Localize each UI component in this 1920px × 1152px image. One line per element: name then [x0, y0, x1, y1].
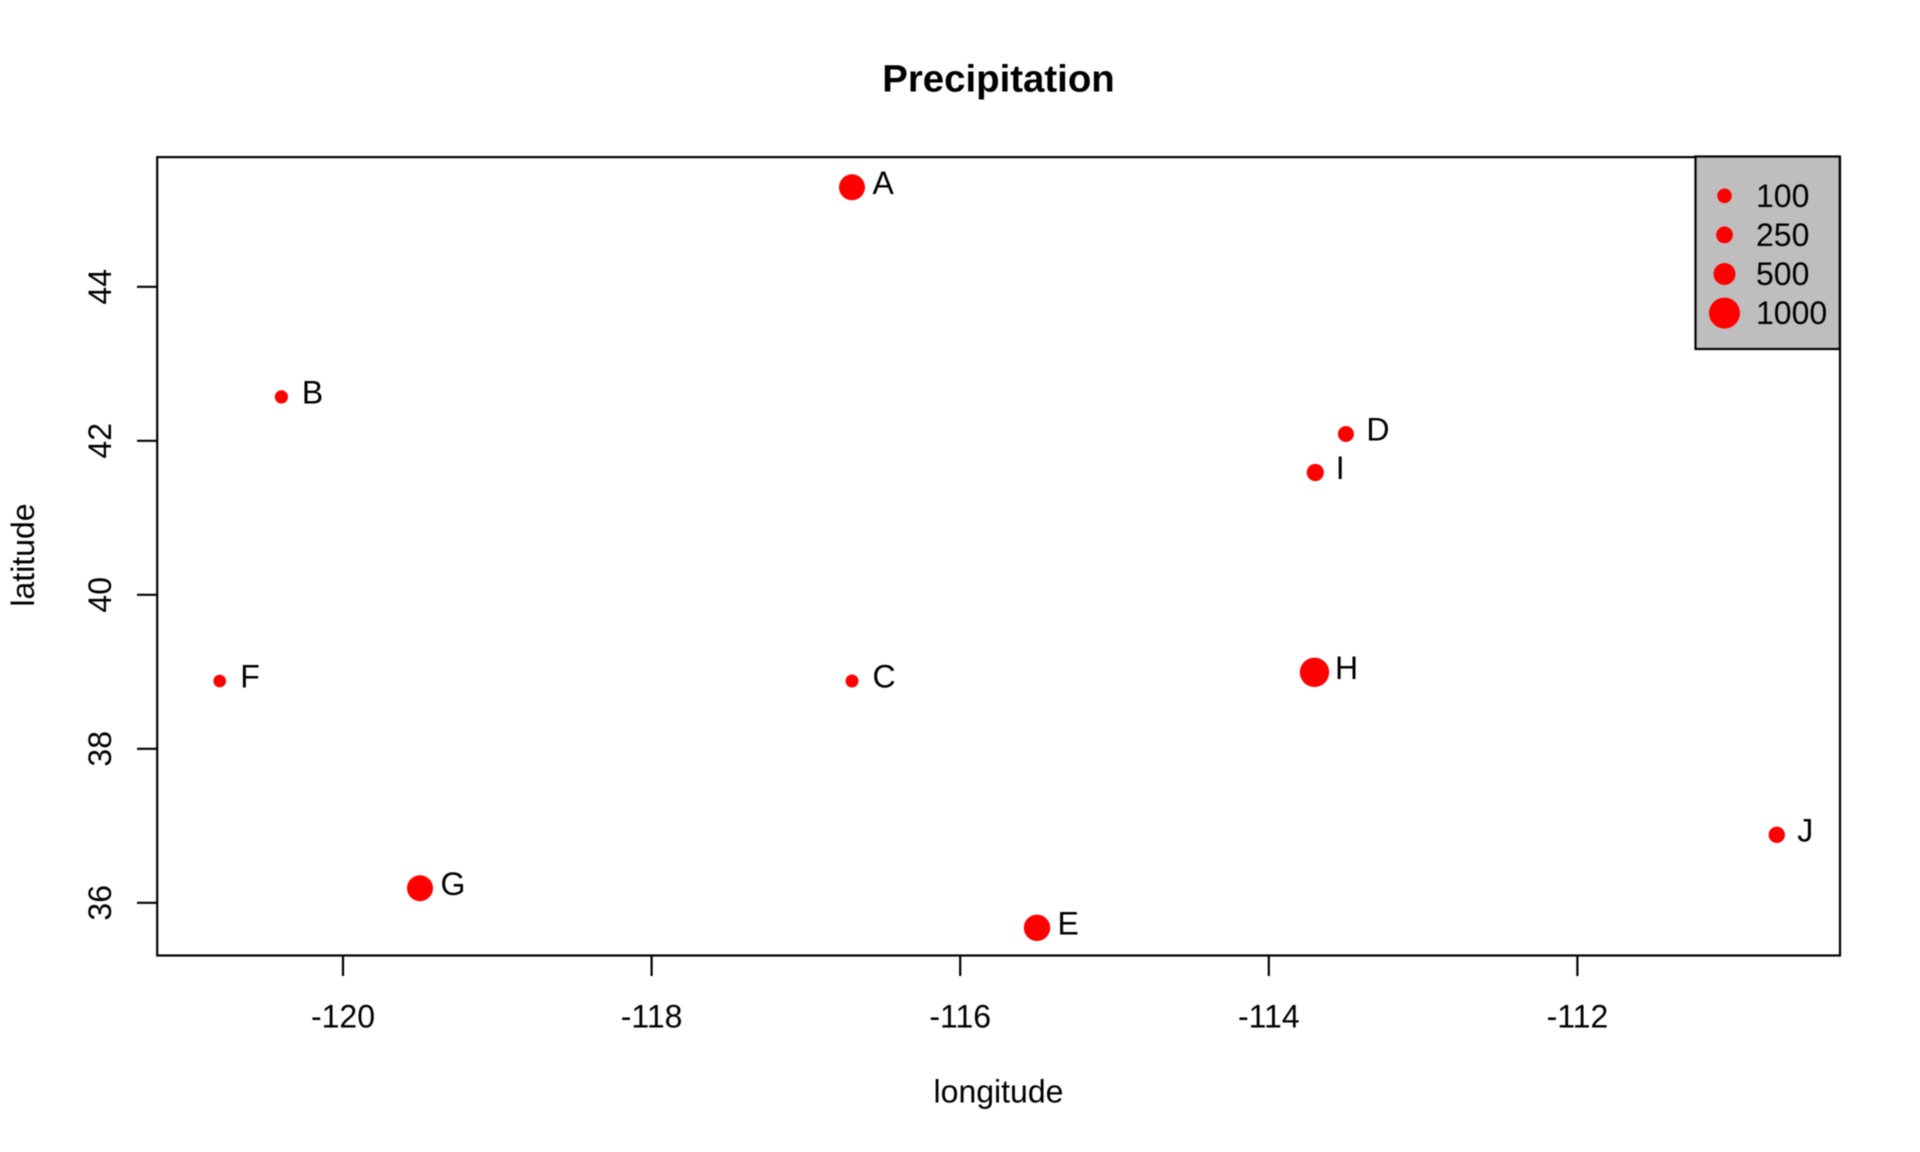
svg-text:E: E — [1058, 906, 1079, 942]
svg-text:A: A — [873, 165, 895, 201]
svg-text:40: 40 — [82, 577, 118, 613]
svg-text:-114: -114 — [1238, 999, 1300, 1035]
svg-text:38: 38 — [82, 731, 118, 767]
svg-text:42: 42 — [82, 423, 118, 459]
svg-text:latitude: latitude — [5, 503, 41, 606]
svg-text:-112: -112 — [1547, 999, 1609, 1035]
svg-text:44: 44 — [82, 269, 118, 305]
svg-text:G: G — [441, 866, 466, 902]
svg-text:1000: 1000 — [1756, 295, 1827, 331]
svg-text:500: 500 — [1756, 256, 1809, 292]
svg-text:100: 100 — [1756, 178, 1809, 214]
svg-text:-120: -120 — [311, 999, 375, 1035]
svg-text:J: J — [1797, 813, 1813, 849]
svg-text:H: H — [1335, 650, 1358, 686]
svg-text:-116: -116 — [929, 999, 991, 1035]
svg-text:C: C — [873, 659, 896, 695]
svg-text:Precipitation: Precipitation — [882, 58, 1115, 101]
svg-text:250: 250 — [1756, 217, 1809, 253]
svg-text:-118: -118 — [621, 999, 683, 1035]
svg-text:B: B — [302, 375, 323, 411]
svg-text:longitude: longitude — [934, 1073, 1064, 1109]
svg-text:I: I — [1336, 450, 1345, 486]
svg-text:36: 36 — [82, 885, 118, 921]
svg-text:F: F — [240, 659, 260, 695]
svg-text:D: D — [1366, 412, 1389, 448]
